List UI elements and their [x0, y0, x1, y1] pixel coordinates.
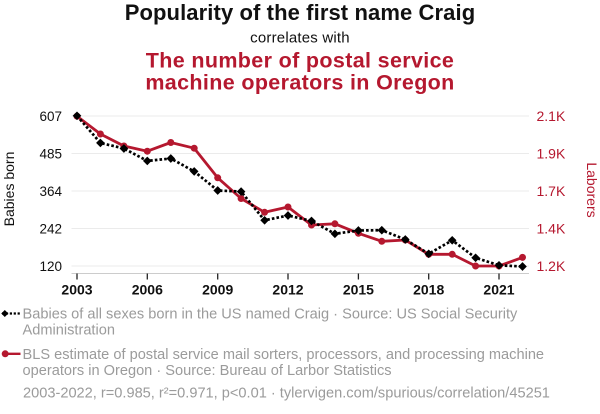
svg-text:Administration: Administration — [23, 322, 115, 338]
svg-text:2.1K: 2.1K — [537, 108, 566, 124]
svg-text:Laborers: Laborers — [584, 162, 600, 217]
svg-text:607: 607 — [39, 109, 62, 124]
svg-text:The number of postal service: The number of postal service — [146, 49, 455, 73]
svg-text:2015: 2015 — [343, 281, 374, 297]
svg-text:operators in Oregon · Source:: operators in Oregon · Source: Bureau of … — [23, 363, 392, 379]
svg-text:machine operators in Oregon: machine operators in Oregon — [145, 71, 454, 95]
svg-text:2009: 2009 — [202, 281, 233, 297]
svg-text:Popularity of the first name C: Popularity of the first name Craig — [125, 0, 476, 25]
svg-text:2018: 2018 — [413, 281, 444, 297]
svg-text:1.2K: 1.2K — [537, 258, 566, 274]
svg-text:485: 485 — [39, 146, 62, 161]
svg-text:2003: 2003 — [61, 281, 92, 297]
svg-text:1.7K: 1.7K — [537, 183, 566, 199]
svg-text:120: 120 — [39, 259, 62, 274]
svg-text:2003-2022, r=0.985, r²=0.971,: 2003-2022, r=0.985, r²=0.971, p<0.01 · t… — [23, 386, 550, 402]
svg-text:1.9K: 1.9K — [537, 145, 566, 161]
svg-text:242: 242 — [39, 221, 62, 236]
svg-text:2012: 2012 — [272, 281, 303, 297]
svg-text:2021: 2021 — [483, 281, 514, 297]
svg-text:364: 364 — [39, 184, 62, 199]
svg-text:Babies born: Babies born — [1, 152, 17, 227]
svg-text:2006: 2006 — [132, 281, 163, 297]
svg-text:Babies of all sexes born in th: Babies of all sexes born in the US named… — [23, 306, 519, 322]
svg-text:correlates with: correlates with — [250, 29, 350, 46]
svg-text:BLS estimate of postal service: BLS estimate of postal service mail sort… — [23, 347, 545, 363]
svg-text:1.4K: 1.4K — [537, 220, 566, 236]
